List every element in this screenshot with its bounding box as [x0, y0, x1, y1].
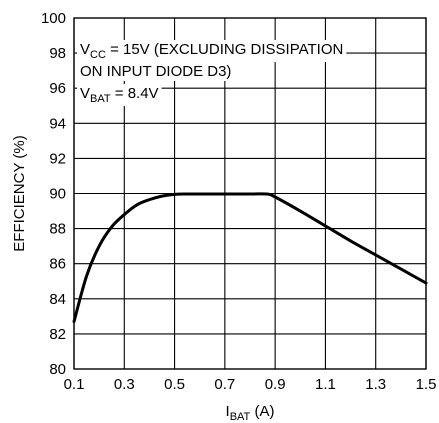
x-tick-label: 1.5 — [416, 376, 437, 393]
y-tick-label: 96 — [49, 80, 66, 97]
y-tick-label: 100 — [41, 10, 66, 27]
annotation-line-0: VCC = 15V (EXCLUDING DISSIPATION — [77, 40, 347, 62]
plot-frame — [73, 17, 427, 370]
y-tick-label: 84 — [49, 291, 66, 308]
x-tick-label: 1.1 — [315, 376, 336, 393]
annotations: VCC = 15V (EXCLUDING DISSIPATION ON INPUT… — [77, 40, 347, 106]
annotation-bg — [77, 62, 235, 81]
series-layer — [72, 192, 428, 324]
x-axis-title: IBAT (A) — [226, 403, 275, 423]
annotation-line-1: ON INPUT DIODE D3) — [77, 62, 235, 81]
annotation-text: VCC = 15V (EXCLUDING DISSIPATION — [80, 41, 343, 61]
x-tick-label: 0.5 — [164, 376, 185, 393]
y-axis-title: EFFICIENCY (%) — [11, 135, 28, 251]
x-tick-label: 0.9 — [265, 376, 286, 393]
annotation-text: ON INPUT DIODE D3) — [80, 63, 231, 80]
efficiency-series-line — [72, 192, 428, 324]
x-tick-label: 0.3 — [114, 376, 135, 393]
annotation-text: VBAT = 8.4V — [80, 85, 159, 105]
y-tick-label: 90 — [49, 186, 66, 203]
x-tick-label: 0.1 — [64, 376, 85, 393]
y-tick-labels: 80 82 84 86 88 90 92 94 96 98 100 — [41, 10, 66, 378]
annotation-bg — [77, 84, 162, 106]
y-tick-label: 88 — [49, 221, 66, 238]
y-tick-label: 82 — [49, 326, 66, 343]
y-tick-label: 98 — [49, 45, 66, 62]
y-tick-label: 94 — [49, 115, 66, 132]
x-tick-label: 1.3 — [365, 376, 386, 393]
annotation-line-2: VBAT = 8.4V — [77, 84, 162, 106]
y-tick-label: 86 — [49, 256, 66, 273]
x-tick-label: 0.7 — [214, 376, 235, 393]
y-tick-label: 80 — [49, 361, 66, 378]
y-tick-label: 92 — [49, 150, 66, 167]
annotation-bg — [77, 40, 347, 62]
x-tick-labels: 0.1 0.3 0.5 0.7 0.9 1.1 1.3 1.5 — [64, 376, 437, 393]
